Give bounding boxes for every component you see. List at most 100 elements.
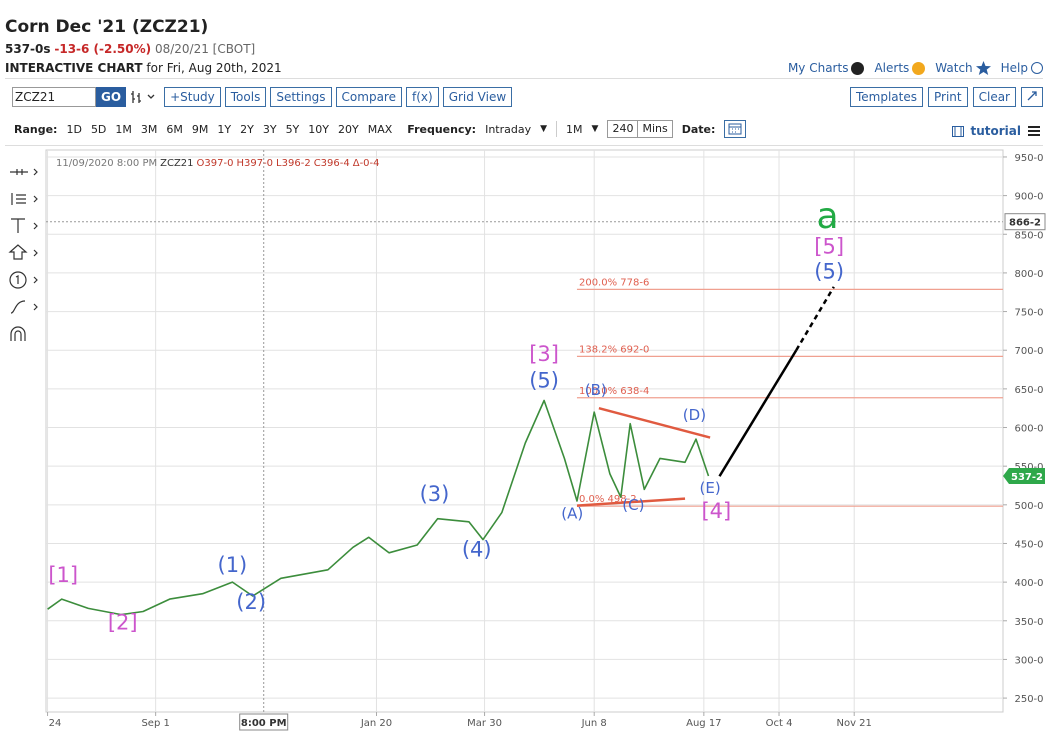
- y-tick-label: 650-0: [1014, 385, 1043, 396]
- expand-button[interactable]: [1021, 87, 1043, 107]
- last-price: 537-0s: [5, 42, 51, 56]
- interval-select[interactable]: 1M: [566, 122, 583, 136]
- tool-icon[interactable]: [10, 326, 26, 341]
- y-tick-label: 750-0: [1014, 308, 1043, 319]
- wave-label: a: [817, 196, 839, 237]
- info-close: C396-4: [313, 158, 350, 169]
- link-text: My Charts: [787, 61, 849, 75]
- toolbar-button[interactable]: Tools: [224, 87, 267, 107]
- range-option[interactable]: 10Y: [308, 122, 329, 136]
- wave-label: (B): [585, 381, 607, 399]
- wave-label: (4): [462, 538, 492, 562]
- chart-type-icon[interactable]: [130, 89, 160, 105]
- go-button[interactable]: GO: [96, 87, 127, 107]
- toolbar-button[interactable]: Grid View: [442, 87, 513, 107]
- tutorial[interactable]: tutorial: [952, 124, 1041, 138]
- range-bar: Range: 1D 5D 1M 3M 6M 9M 1Y 2Y 3Y 5Y 10Y 20Y MAX Fre…: [14, 120, 747, 138]
- toolbar-button[interactable]: Print: [928, 87, 968, 107]
- tutorial-text: tutorial: [970, 124, 1021, 138]
- x-tick-label: Nov 21: [836, 718, 871, 729]
- x-tick-label: Jun 8: [581, 718, 607, 729]
- time-badge-label: 8:00 PM: [241, 718, 287, 729]
- calendar-button[interactable]: [724, 120, 747, 138]
- dropdown-caret: ▼: [591, 124, 599, 134]
- range-option[interactable]: 2Y: [240, 122, 254, 136]
- y-tick-label: 800-0: [1014, 269, 1043, 280]
- ohlc-info: 11/09/2020 8:00 PM ZCZ21 O397-0 H397-0 L…: [56, 158, 380, 169]
- toolbar-button[interactable]: f(x): [405, 87, 439, 107]
- link[interactable]: Help: [1001, 61, 1043, 75]
- tool-chevrons: [33, 168, 38, 311]
- icon: [912, 61, 926, 75]
- link-text: Help: [1000, 61, 1028, 75]
- wave-label: (D): [683, 406, 706, 424]
- tool-icon[interactable]: [11, 193, 26, 205]
- link-text: Alerts: [874, 61, 910, 75]
- separator: [5, 78, 1043, 79]
- info-time: 11/09/2020 8:00 PM: [56, 158, 158, 169]
- range-option[interactable]: 1M: [115, 122, 132, 136]
- tool-icon[interactable]: [10, 169, 28, 175]
- y-tick-label: 500-0: [1014, 501, 1043, 512]
- tool-icon[interactable]: [8, 244, 28, 260]
- toolbar-button[interactable]: +Study: [164, 87, 221, 107]
- toolbar-button[interactable]: Clear: [972, 87, 1016, 107]
- trendline: [718, 349, 798, 477]
- link[interactable]: Watch: [935, 61, 991, 75]
- y-tick-label: 550-0: [1014, 462, 1043, 473]
- wave-label: (C): [622, 496, 644, 514]
- range-option[interactable]: 5D: [90, 122, 107, 136]
- symbol-input[interactable]: ZCZ21: [12, 87, 96, 107]
- toolbar-button[interactable]: Compare: [335, 87, 402, 107]
- minutes-input[interactable]: 240: [607, 120, 639, 138]
- menu-icon[interactable]: [1027, 125, 1041, 137]
- range-option[interactable]: 20Y: [338, 122, 359, 136]
- wave-label: [5]: [814, 235, 844, 259]
- info-low: L396-2: [276, 158, 311, 169]
- range-option[interactable]: 1D: [66, 122, 82, 136]
- wave-label: (5): [529, 368, 559, 392]
- link-text: Watch: [935, 61, 973, 75]
- price-badge: [1004, 213, 1046, 231]
- fib-label: 100.0% 638-4: [579, 386, 649, 397]
- date-label: Date:: [681, 122, 716, 136]
- y-tick-label: 950-0: [1014, 153, 1043, 164]
- tool-icon[interactable]: [10, 300, 26, 314]
- wave-label: (E): [700, 479, 721, 497]
- link[interactable]: Alerts: [874, 61, 926, 75]
- chart: 950-0 900-0 850-0 800-0 750-0 700-0 650-0 600-0…: [8, 149, 1046, 731]
- chart-label: INTERACTIVE CHART: [5, 61, 143, 75]
- wave-label: (2): [236, 590, 266, 614]
- y-tick-label: 700-0: [1014, 346, 1043, 357]
- range-option[interactable]: 3M: [140, 122, 158, 136]
- toolbar-button[interactable]: Templates: [849, 87, 923, 107]
- tool-icon[interactable]: [9, 271, 27, 289]
- minutes-field: 240 Mins: [607, 120, 673, 138]
- toolbar-right: Templates Print Clear: [849, 87, 1043, 107]
- calendar-icon: [728, 123, 742, 135]
- frequency-select[interactable]: Intraday: [485, 122, 532, 136]
- separator: [5, 145, 1043, 146]
- range-option[interactable]: MAX: [367, 122, 393, 136]
- last-price-label: 537-2: [1011, 472, 1043, 483]
- range-option[interactable]: 6M: [166, 122, 183, 136]
- arrow: [1027, 91, 1037, 101]
- fib-label: 0.0% 498-2: [579, 494, 637, 505]
- range-label: Range:: [14, 122, 58, 136]
- chart-date: for Fri, Aug 20th, 2021: [146, 61, 282, 75]
- range-option[interactable]: 9M: [191, 122, 209, 136]
- x-tick-label: Jan 20: [360, 718, 392, 729]
- quote: 537-0s -13-6 (-2.50%) 08/20/21 [CBOT]: [5, 42, 255, 56]
- trendline: [576, 497, 686, 507]
- tool-icon[interactable]: [11, 218, 25, 233]
- drawing-tools: [8, 168, 38, 341]
- info-change: Δ-0-4: [352, 158, 380, 169]
- toolbar-button[interactable]: Settings: [270, 87, 332, 107]
- range-option[interactable]: 3Y: [262, 122, 277, 136]
- link[interactable]: My Charts: [788, 61, 865, 75]
- trendline: [598, 406, 711, 439]
- range-option[interactable]: 5Y: [285, 122, 300, 136]
- range-option[interactable]: 1Y: [217, 122, 232, 136]
- x-tick-label: Aug 17: [686, 718, 721, 729]
